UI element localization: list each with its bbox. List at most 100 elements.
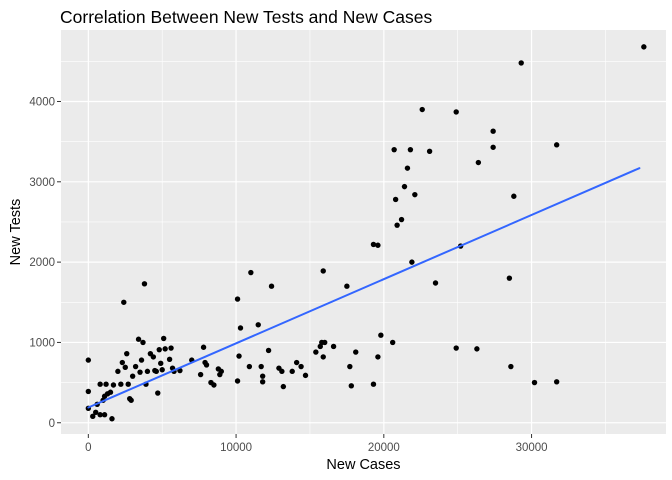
data-point [160,335,167,342]
data-point [412,191,418,198]
data-point [370,241,377,248]
data-point [128,397,134,403]
data-point [330,343,337,350]
data-point [475,159,482,166]
chart-title: Correlation Between New Tests and New Ca… [60,7,432,27]
data-point [129,373,136,379]
data-point [347,363,353,370]
data-point [168,345,174,351]
data-point [344,283,350,289]
data-point [255,322,261,328]
data-point [511,193,517,199]
data-point [155,390,161,396]
data-points [85,44,647,422]
data-point [398,216,405,223]
data-point [298,363,304,370]
data-point [97,412,103,418]
data-point [121,299,127,305]
data-point [370,381,377,387]
data-point [140,339,146,346]
data-point [453,109,459,115]
data-point [322,339,328,346]
y-tick-label: 0 [49,418,55,430]
x-tick-label: 10000 [220,442,252,454]
data-point [391,146,397,153]
data-point [392,196,399,203]
data-point [258,363,264,370]
data-point [453,345,459,351]
major-gridlines [61,30,666,434]
data-point [409,259,415,265]
data-point [159,367,165,373]
y-tick-label: 2000 [29,257,55,269]
data-point [97,381,103,387]
data-point [138,357,145,363]
data-point [389,339,396,346]
data-point [141,281,148,287]
data-point [197,371,204,378]
data-point [93,409,99,416]
data-point [166,356,173,363]
data-point [211,382,217,388]
data-point [268,283,275,289]
data-point [103,381,109,387]
data-point [124,350,130,357]
data-point [553,142,560,148]
data-point [144,368,151,375]
data-point [248,269,254,276]
data-point [107,389,114,395]
data-point [320,268,326,274]
data-point [137,369,143,375]
y-tick-label: 4000 [29,96,55,108]
y-tick-label: 1000 [29,337,55,349]
data-point [506,275,513,281]
data-point [118,381,124,387]
data-point [150,354,157,360]
data-point [375,242,381,248]
data-point [641,44,647,50]
data-point [234,296,241,302]
data-point [237,325,244,331]
data-point [109,416,115,422]
data-point [236,353,242,359]
data-point [115,368,121,375]
data-point [375,354,381,360]
data-point [531,379,538,386]
data-point [313,349,319,355]
data-point [90,413,96,420]
data-point [401,183,408,190]
data-point [200,344,207,350]
data-point [259,379,266,385]
y-axis-title: New Tests [8,199,24,266]
data-point [153,368,159,375]
x-tick-label: 20000 [368,442,400,454]
data-point [85,357,92,363]
data-point [125,381,131,387]
x-tick-label: 0 [85,442,91,454]
data-point [394,222,400,228]
data-point [132,363,139,370]
data-point [302,372,309,379]
data-point [101,412,108,418]
data-point [553,379,560,385]
data-point [320,354,326,360]
data-point [119,359,126,366]
data-point [265,347,272,354]
data-point [407,146,414,153]
data-point [246,363,253,370]
data-point [348,383,355,389]
data-point [404,165,411,171]
data-point [280,383,287,390]
data-point [156,346,162,353]
data-point [490,144,496,150]
data-point [135,336,142,342]
plot-panel [61,30,666,434]
data-point [353,349,359,355]
data-point [218,368,224,375]
data-point [289,368,295,375]
data-point [203,362,210,368]
data-point [378,332,384,338]
data-point [490,128,496,134]
data-point [518,60,524,66]
